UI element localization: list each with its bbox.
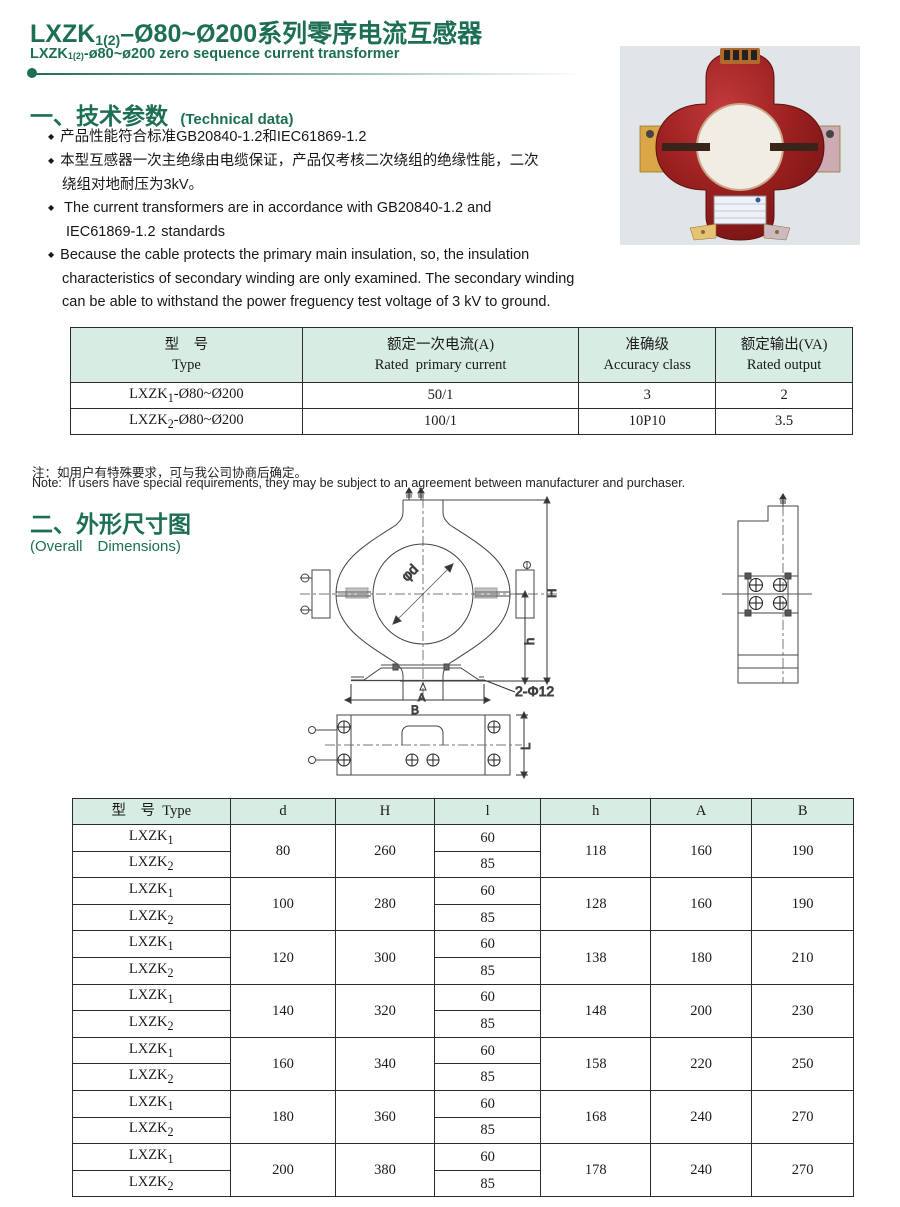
svg-text:L: L bbox=[518, 743, 533, 750]
svg-text:2-Φ12: 2-Φ12 bbox=[515, 683, 554, 699]
svg-text:A: A bbox=[418, 692, 426, 704]
svg-text:h: h bbox=[522, 638, 537, 645]
svg-text:φd: φd bbox=[398, 561, 421, 584]
svg-text:H: H bbox=[544, 589, 559, 598]
